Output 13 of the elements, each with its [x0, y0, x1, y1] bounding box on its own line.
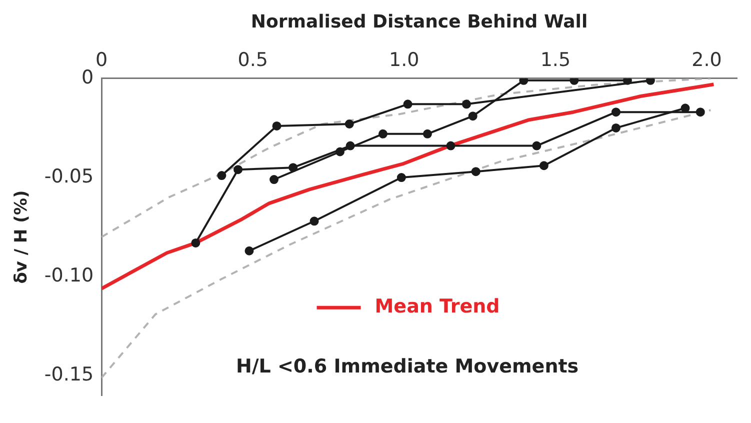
y-tick-label: -0.10	[44, 264, 94, 287]
x-tick-label: 1.0	[389, 48, 420, 71]
x-tick-label: 0.5	[238, 48, 268, 71]
y-tick-label: -0.05	[44, 165, 94, 188]
y-tick-label: -0.15	[44, 364, 94, 386]
y-axis-title: δv / H (%)	[12, 190, 32, 284]
annotation: H/L <0.6 Immediate Movements	[236, 356, 579, 378]
x-tick-label: 0	[96, 48, 108, 71]
x-axis-title: Normalised Distance Behind Wall	[250, 11, 588, 32]
x-tick-label: 2.0	[692, 48, 722, 71]
y-tick-label: 0	[81, 66, 94, 88]
x-tick-label: 1.5	[540, 48, 571, 71]
legend-label: Mean Trend	[374, 296, 500, 318]
